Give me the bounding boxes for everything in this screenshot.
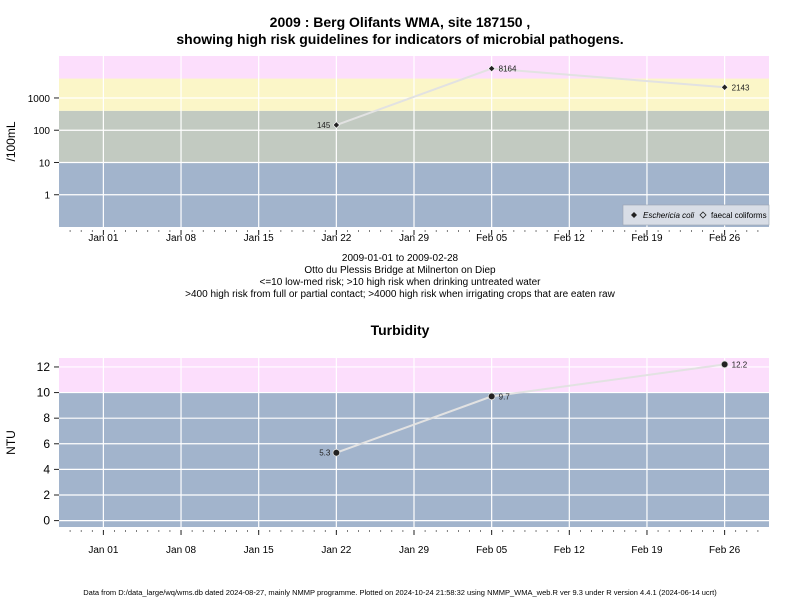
y-axis-label: /100mL — [4, 121, 18, 161]
data-point — [487, 392, 496, 401]
info-location: Otto du Plessis Bridge at Milnerton on D… — [304, 265, 496, 276]
x-tick-label: Jan 15 — [244, 545, 274, 556]
y-axis-label: NTU — [4, 430, 18, 455]
x-tick-label: Feb 12 — [554, 233, 586, 244]
turbidity-title: Turbidity — [370, 322, 430, 338]
data-point — [332, 448, 341, 457]
data-point — [488, 64, 496, 73]
chart-panel-2: Jan 01 Jan 08 Jan 15 Jan 22 Jan 29 Feb 05 Feb … — [4, 358, 769, 556]
x-tick-label: Jan 29 — [399, 233, 429, 244]
data-label: 9.7 — [499, 392, 511, 401]
y-tick-label: 100 — [33, 126, 50, 137]
x-tick-label: Feb 26 — [709, 545, 741, 556]
x-tick-label: Jan 22 — [321, 233, 351, 244]
x-tick-label: Jan 22 — [321, 545, 351, 556]
x-tick-label: Feb 05 — [476, 545, 508, 556]
y-tick-label: 6 — [43, 437, 50, 451]
x-tick-label: Jan 15 — [244, 233, 274, 244]
data-label: 12.2 — [732, 360, 748, 369]
data-point — [720, 360, 729, 369]
y-tick-label: 1 — [44, 191, 50, 202]
x-tick-label: Feb 26 — [709, 233, 741, 244]
info-risk2: >400 high risk from full or partial cont… — [185, 289, 615, 300]
x-tick-label: Jan 01 — [88, 233, 118, 244]
footer-note: Data from D:/data_large/wq/wms.db dated … — [83, 588, 717, 597]
legend: Eschericia coli faecal coliforms — [622, 204, 770, 226]
y-tick-label: 0 — [43, 514, 50, 528]
y-tick-label: 2 — [43, 488, 50, 502]
data-label: 2143 — [732, 83, 750, 92]
info-risk1: <=10 low-med risk; >10 high risk when dr… — [259, 277, 541, 288]
y-tick-label: 12 — [37, 360, 51, 374]
data-label: 145 — [317, 121, 331, 130]
y-tick-label: 10 — [37, 386, 51, 400]
data-label: 8164 — [499, 65, 517, 74]
legend-marker-diamond — [631, 212, 637, 218]
y-tick-label: 1000 — [28, 94, 51, 105]
x-tick-label: Jan 08 — [166, 545, 196, 556]
x-tick-label: Jan 08 — [166, 233, 196, 244]
legend-marker-open — [699, 211, 707, 219]
x-tick-label: Feb 19 — [631, 545, 663, 556]
legend-entry: faecal coliforms — [711, 211, 767, 220]
chart-panel-1: Jan 01 Jan 08 Jan 15 Jan 22 Jan 29 Feb 05 Feb … — [4, 56, 770, 244]
data-point — [721, 83, 729, 91]
x-tick-label: Feb 05 — [476, 233, 508, 244]
chart-title-line2: showing high risk guidelines for indicat… — [176, 31, 624, 47]
legend-box — [622, 204, 770, 226]
data-label: 5.3 — [319, 449, 331, 458]
x-tick-label: Feb 19 — [631, 233, 663, 244]
legend-entry: Eschericia coli — [643, 211, 694, 220]
y-tick-label: 8 — [43, 411, 50, 425]
x-tick-label: Feb 12 — [554, 545, 586, 556]
data-point — [332, 121, 340, 129]
chart-title-line1: 2009 : Berg Olifants WMA, site 187150 , — [269, 14, 531, 30]
y-tick-label: 10 — [39, 158, 51, 169]
info-daterange: 2009-01-01 to 2009-02-28 — [341, 253, 459, 264]
y-tick-label: 4 — [43, 462, 50, 476]
x-tick-label: Jan 29 — [399, 545, 429, 556]
x-tick-label: Jan 01 — [88, 545, 118, 556]
